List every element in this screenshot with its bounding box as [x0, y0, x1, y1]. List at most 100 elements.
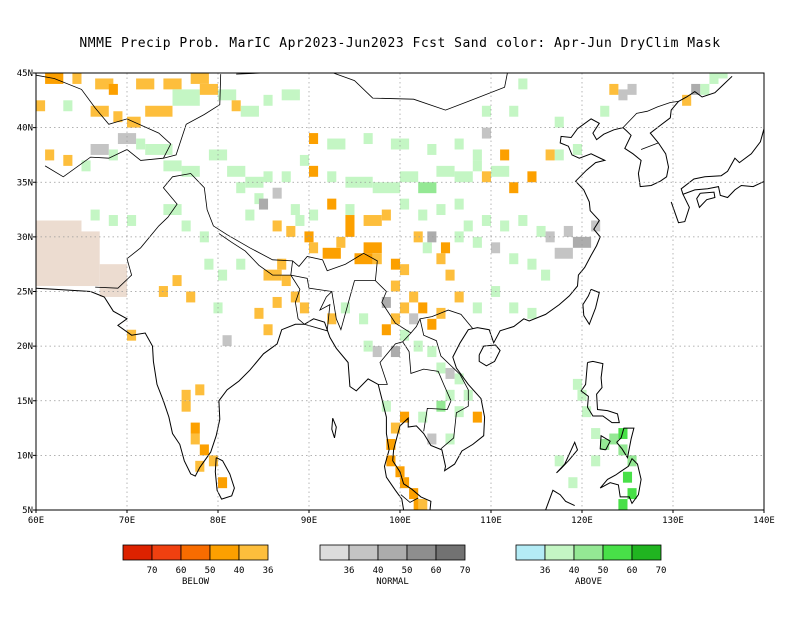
y-tick-label: 15N	[17, 397, 33, 407]
probability-cells	[36, 73, 728, 510]
forecast-cell	[218, 89, 237, 101]
forecast-cell	[304, 231, 314, 243]
forecast-cell	[436, 362, 446, 374]
dry-mask-area	[99, 264, 127, 297]
coastline-south-asia	[36, 287, 405, 510]
forecast-cell	[290, 204, 300, 216]
forecast-cell	[554, 149, 564, 161]
forecast-cell	[527, 307, 537, 319]
forecast-cell	[208, 455, 218, 467]
forecast-cell	[186, 291, 196, 303]
coastline-luzon	[580, 360, 620, 424]
forecast-cell	[622, 471, 633, 483]
x-tick-label: 80E	[210, 516, 226, 526]
normal-category-label: NORMAL	[376, 577, 409, 587]
forecast-cell	[436, 165, 455, 177]
below-color-swatch	[151, 544, 182, 561]
forecast-cell	[568, 477, 578, 489]
forecast-cell	[272, 296, 282, 308]
coastline-korea	[622, 75, 733, 188]
forecast-cell	[709, 73, 719, 84]
forecast-cell	[472, 411, 482, 423]
forecast-cell	[263, 171, 273, 183]
forecast-cell	[245, 209, 255, 221]
forecast-cell	[345, 215, 355, 237]
forecast-cell	[108, 215, 118, 226]
x-tick-label: 100E	[389, 516, 411, 526]
below-tick-label: 36	[263, 566, 274, 576]
border-india-myanmar	[331, 280, 376, 331]
forecast-cell	[363, 242, 382, 254]
forecast-cell	[272, 187, 282, 199]
legend: 70 60 50 40 36 BELOW 36 40 50 60 70 NORMAL 36 40 50 60 7…	[122, 544, 666, 587]
forecast-cell	[481, 171, 491, 183]
forecast-cell	[272, 220, 282, 232]
forecast-cell	[117, 133, 137, 145]
normal-color-swatch	[319, 544, 350, 561]
forecast-cell	[454, 198, 464, 210]
forecast-cell	[572, 144, 582, 155]
forecast-cell	[572, 378, 582, 390]
normal-color-swatch	[406, 544, 437, 561]
border-central-asia	[36, 74, 172, 178]
forecast-cell	[445, 389, 455, 401]
forecast-cell	[554, 247, 573, 259]
forecast-cell	[618, 428, 628, 439]
below-category-label: BELOW	[182, 577, 210, 587]
forecast-cell	[363, 133, 373, 145]
forecast-cell	[359, 313, 369, 325]
forecast-cell	[199, 83, 218, 95]
forecast-cell	[400, 477, 410, 489]
forecast-cell	[400, 329, 410, 341]
coastline-panay	[599, 434, 611, 451]
forecast-cell	[263, 324, 273, 336]
forecast-cell	[390, 138, 410, 150]
forecast-cell	[327, 138, 346, 150]
x-tick-label: 110E	[480, 516, 502, 526]
normal-color-swatch	[377, 544, 408, 561]
forecast-cell	[136, 78, 155, 90]
forecast-cell	[527, 258, 537, 270]
forecast-cell	[436, 400, 446, 412]
forecast-cell	[454, 373, 464, 385]
forecast-cell	[390, 313, 400, 325]
forecast-cell	[363, 215, 382, 226]
forecast-cell	[541, 269, 551, 281]
forecast-cell	[227, 165, 246, 177]
below-tick-label: 40	[234, 566, 245, 576]
forecast-cell	[218, 477, 228, 489]
map-title: NMME Precip Prob. MarIC Apr2023-Jun2023 …	[79, 36, 721, 51]
forecast-cell	[463, 220, 473, 232]
normal-tick-label: 60	[431, 566, 442, 576]
forecast-cell	[45, 149, 55, 161]
x-tick-label: 60E	[28, 516, 44, 526]
forecast-cell	[509, 253, 519, 265]
forecast-cell	[427, 231, 437, 243]
forecast-cell	[627, 455, 637, 467]
forecast-cell	[618, 89, 628, 101]
forecast-cell	[472, 236, 482, 248]
above-color-swatch	[631, 544, 662, 561]
forecast-cell	[509, 182, 519, 194]
forecast-cell	[190, 422, 200, 434]
forecast-cell	[400, 302, 410, 314]
forecast-cell	[440, 242, 451, 254]
forecast-cell	[258, 198, 269, 210]
above-color-swatch	[573, 544, 604, 561]
forecast-cell	[199, 444, 209, 456]
coastline-borneo	[545, 489, 575, 510]
forecast-cell	[204, 258, 214, 270]
x-tick-label: 140E	[753, 516, 775, 526]
below-color-swatch	[122, 544, 153, 561]
forecast-cell	[509, 302, 519, 314]
forecast-cell	[90, 144, 109, 155]
x-tick-label: 130E	[662, 516, 684, 526]
normal-color-swatch	[348, 544, 379, 561]
forecast-cell	[445, 367, 455, 379]
forecast-cell	[427, 346, 437, 358]
forecast-cell	[381, 324, 391, 336]
forecast-cell	[500, 220, 510, 232]
forecast-cell	[563, 225, 573, 237]
forecast-cell	[136, 138, 146, 150]
above-tick-label: 50	[598, 566, 609, 576]
